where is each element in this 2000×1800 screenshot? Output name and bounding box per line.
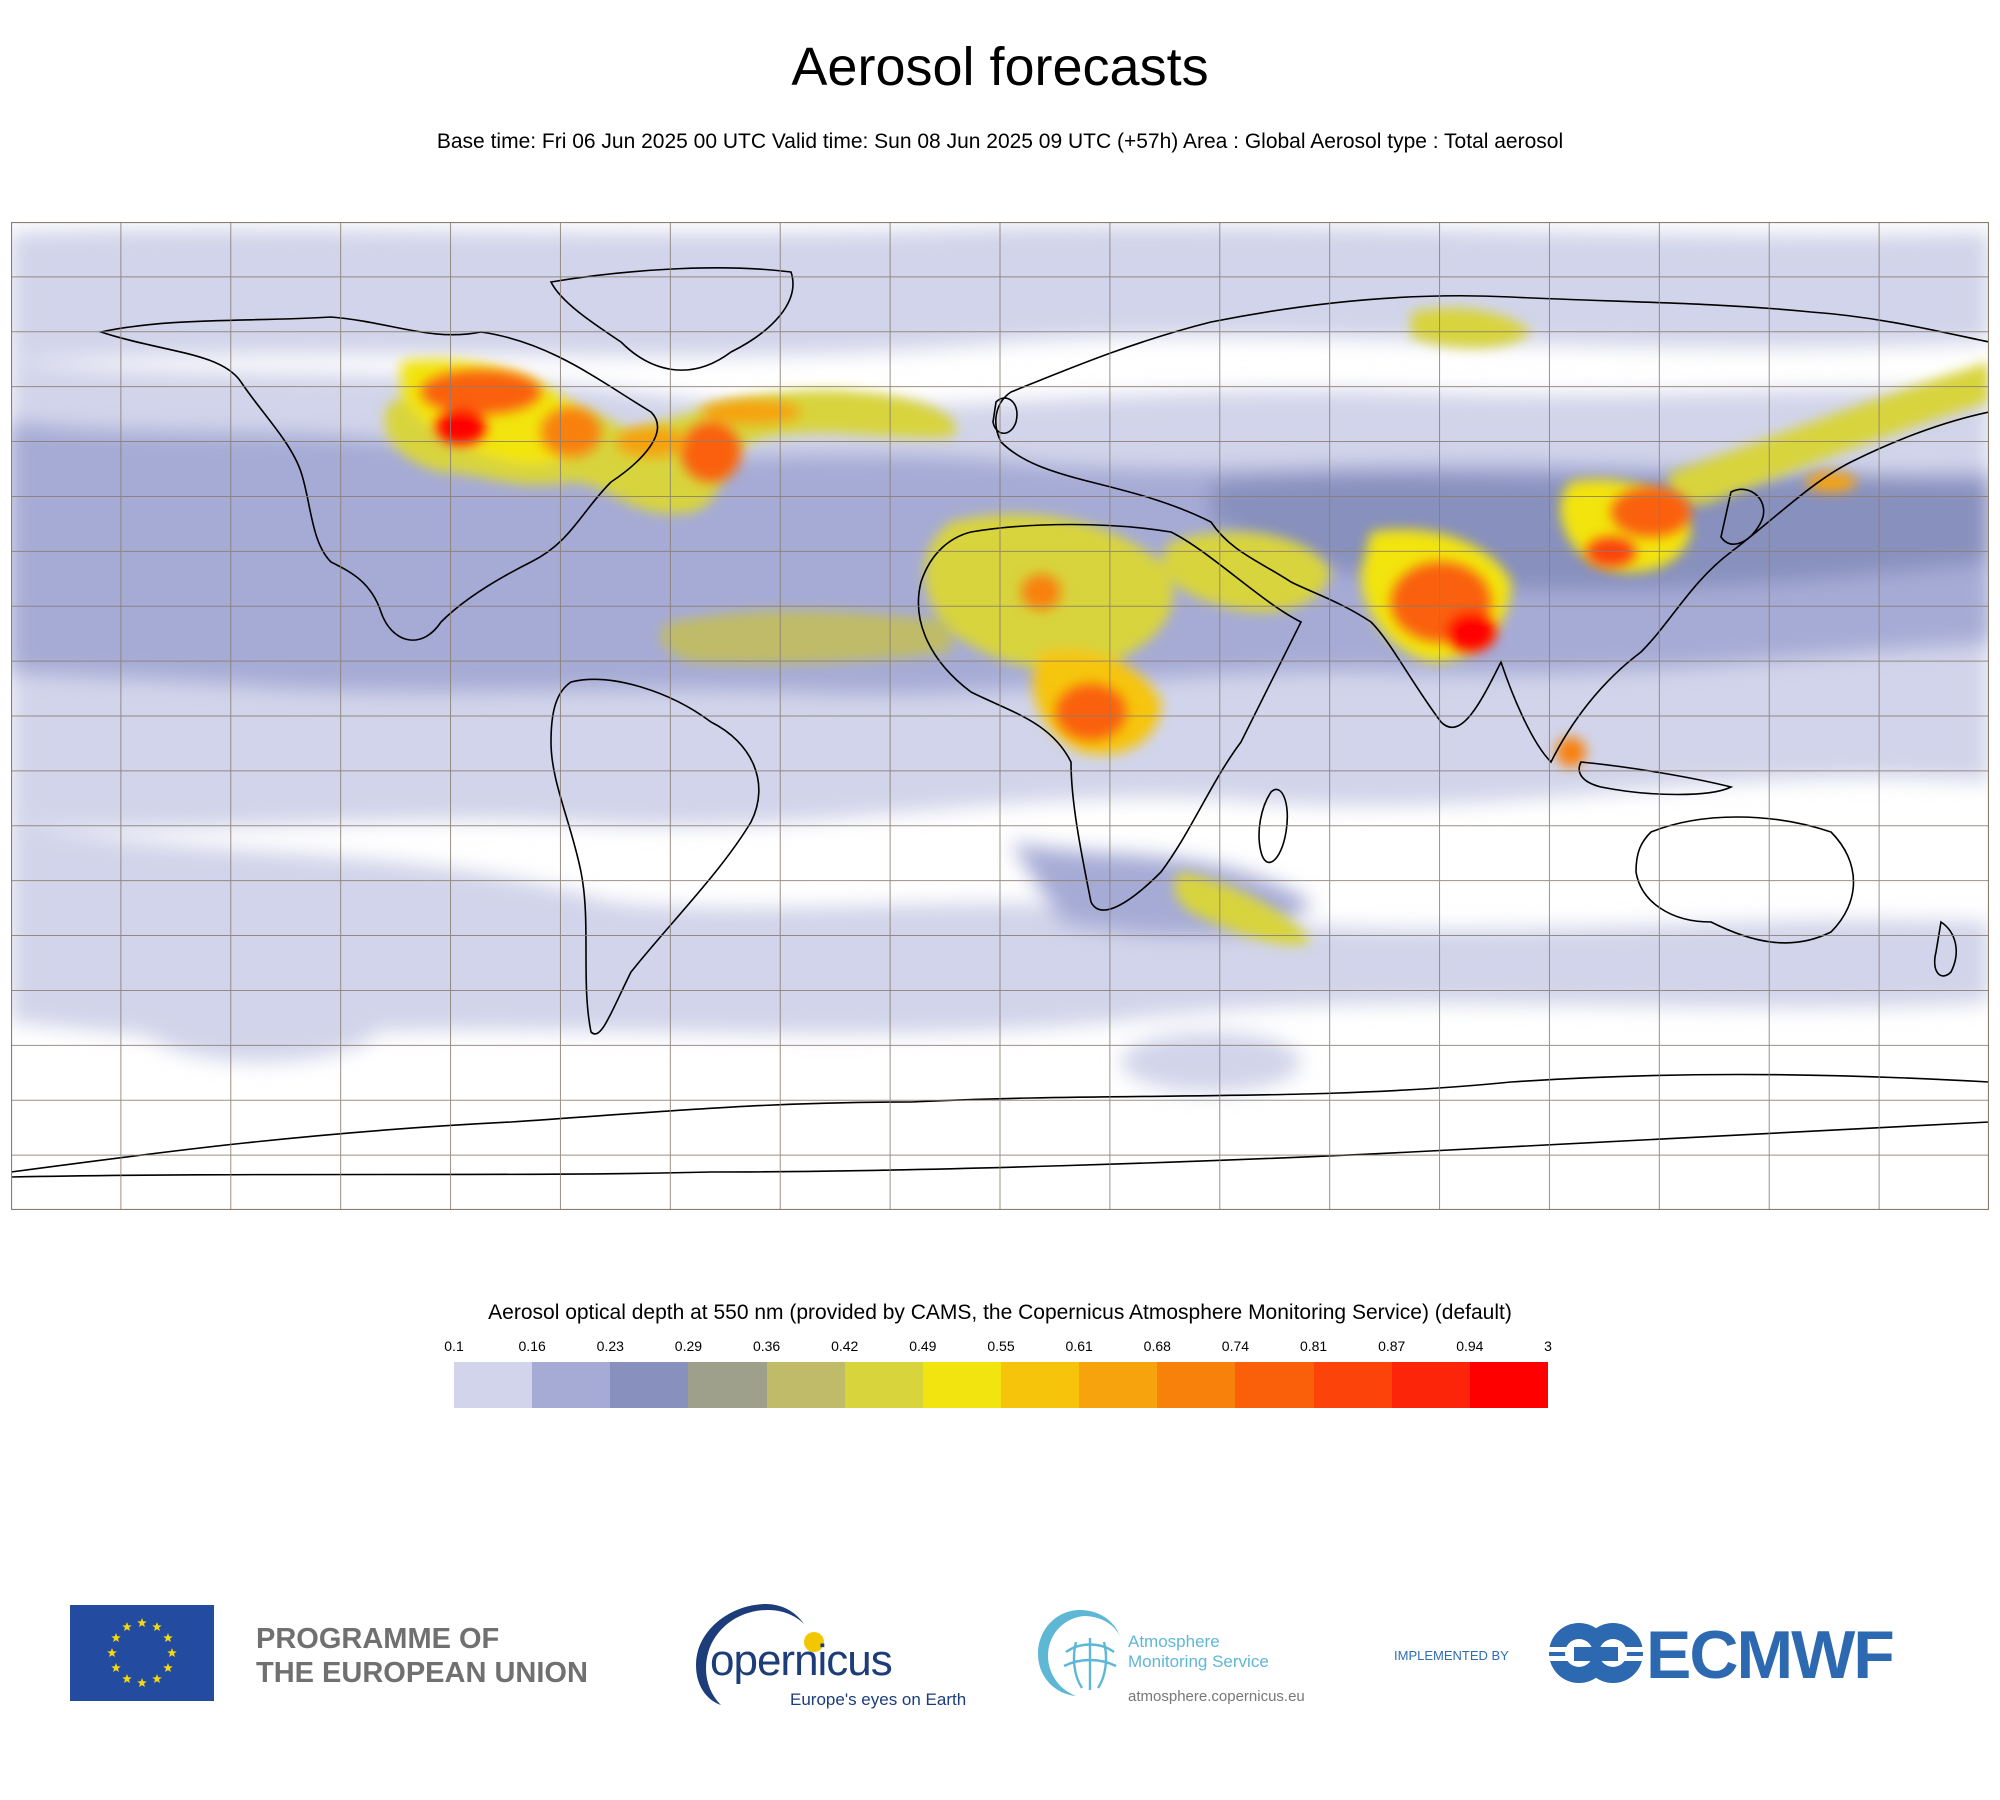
- map-subtitle: Base time: Fri 06 Jun 2025 00 UTC Valid …: [436, 130, 1564, 153]
- coastlines: [11, 267, 1989, 1178]
- coast-south-america: [550, 678, 760, 1035]
- eu-star-icon: [152, 1622, 162, 1632]
- eu-star-icon: [137, 1618, 147, 1628]
- map-title: Aerosol forecasts: [791, 37, 1209, 97]
- legend-swatch: [1157, 1362, 1236, 1408]
- eu-star-icon: [122, 1673, 132, 1684]
- eu-line1: PROGRAMME OF: [256, 1623, 500, 1655]
- legend-tick-label: 0.16: [518, 1338, 546, 1354]
- eu-line2: THE EUROPEAN UNION: [256, 1657, 588, 1689]
- legend-swatch: [454, 1362, 533, 1408]
- eu-star-icon: [167, 1648, 177, 1658]
- legend-swatch: [1079, 1362, 1158, 1408]
- copernicus-wordmark: opernicus: [710, 1636, 893, 1685]
- legend-tick-label: 0.23: [596, 1338, 624, 1354]
- legend-swatch: [1391, 1362, 1470, 1408]
- legend-swatch: [844, 1362, 923, 1408]
- legend-tick-label: 0.74: [1221, 1338, 1250, 1354]
- implemented-by-label: IMPLEMENTED BY: [1394, 1648, 1509, 1663]
- legend-swatch: [766, 1362, 845, 1408]
- eu-star-icon: [163, 1663, 173, 1673]
- legend-tick-label: 0.87: [1378, 1338, 1406, 1354]
- eu-star-icon: [107, 1648, 117, 1658]
- cams-globe-icon: [1038, 1610, 1120, 1696]
- eu-star-icon: [163, 1633, 173, 1643]
- coast-japan: [1720, 488, 1765, 545]
- legend-colorbar: [454, 1362, 1548, 1408]
- coast-uk: [992, 397, 1018, 435]
- legend-tick-label: 0.1: [444, 1338, 464, 1354]
- eu-programme-text: PROGRAMME OF THE EUROPEAN UNION: [256, 1622, 588, 1690]
- legend-tick-label: 0.36: [752, 1338, 781, 1354]
- legend-swatch: [1000, 1362, 1080, 1408]
- legend-swatch: [532, 1362, 611, 1408]
- coast-greenland: [549, 267, 794, 371]
- aod-hotspots: [421, 370, 1856, 767]
- eu-star-icon: [122, 1622, 132, 1632]
- legend-tick-label: 0.68: [1143, 1338, 1171, 1354]
- eu-star-icon: [111, 1663, 121, 1673]
- legend-tick-label: 0.49: [909, 1338, 937, 1354]
- coast-europe-asia: [995, 294, 1989, 764]
- legend-swatch: [1235, 1362, 1314, 1408]
- cams-name-line1: Atmosphere: [1128, 1632, 1220, 1651]
- legend-swatch: [688, 1362, 767, 1408]
- legend-tick-label: 0.81: [1299, 1338, 1328, 1354]
- copernicus-logo-icon: [696, 1604, 824, 1705]
- eu-star-icon: [137, 1678, 147, 1688]
- legend-tick-label: 0.42: [831, 1338, 859, 1354]
- map-frame: [11, 222, 1989, 1210]
- legend-ticks: 0.1 0.16 0.23 0.29 0.36 0.42 0.49 0.55 0.61 0.68 0…: [444, 1338, 1552, 1358]
- aerosol-map: [11, 222, 1989, 1210]
- legend-swatch: [610, 1362, 689, 1408]
- coast-new-zealand: [1933, 920, 1957, 977]
- lat-lon-grid: [11, 222, 1989, 1210]
- coast-antarctica: [11, 1073, 1989, 1178]
- cams-url: atmosphere.copernicus.eu: [1128, 1688, 1305, 1705]
- ecmwf-wordmark: ECMWF: [1646, 1617, 1895, 1693]
- legend-tick-label: 0.29: [674, 1338, 703, 1354]
- legend-swatch: [1313, 1362, 1392, 1408]
- eu-star-icon: [111, 1633, 121, 1643]
- eu-flag-icon: [70, 1605, 214, 1701]
- cams-name-line2: Monitoring Service: [1128, 1652, 1269, 1671]
- copernicus-tagline: Europe's eyes on Earth: [790, 1690, 967, 1709]
- footer-logos: PROGRAMME OF THE EUROPEAN UNION opernicu…: [0, 1590, 2000, 1730]
- eu-stars: [107, 1618, 177, 1688]
- legend-swatch: [1469, 1362, 1548, 1408]
- legend-tick-label: 0.61: [1065, 1338, 1093, 1354]
- legend-title: Aerosol optical depth at 550 nm (provide…: [488, 1301, 1512, 1324]
- legend-tick-label: 0.94: [1456, 1338, 1484, 1354]
- coast-madagascar: [1258, 788, 1289, 864]
- legend-tick-label: 3: [1544, 1338, 1552, 1354]
- eu-star-icon: [152, 1673, 162, 1684]
- coast-australia: [1635, 816, 1855, 944]
- ecmwf-logo-icon: [1546, 1623, 1646, 1683]
- legend-tick-label: 0.55: [987, 1338, 1015, 1354]
- legend-swatch: [922, 1362, 1001, 1408]
- coast-north-america: [97, 316, 659, 641]
